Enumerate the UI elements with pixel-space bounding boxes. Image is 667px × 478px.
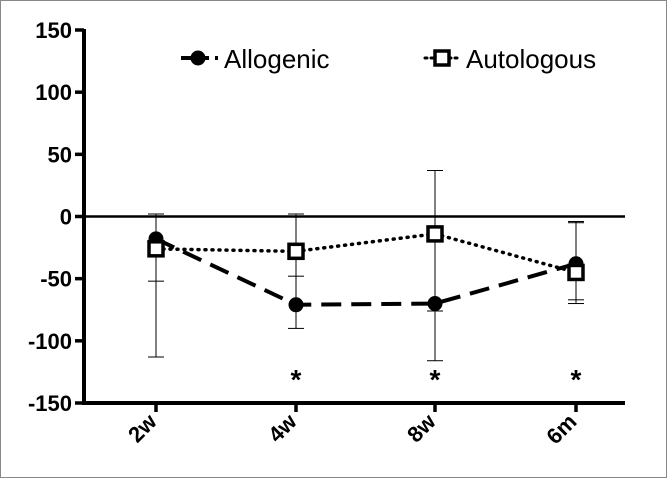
significance-markers: * * * bbox=[291, 364, 582, 395]
series-line-allogenic bbox=[155, 237, 577, 307]
y-tick-label: 100 bbox=[35, 80, 72, 105]
series-lines bbox=[154, 232, 578, 307]
significance-star: * bbox=[430, 364, 441, 395]
axes bbox=[82, 29, 625, 405]
legend-allogenic-marker bbox=[190, 50, 206, 66]
data-point-autologous bbox=[287, 242, 305, 261]
significance-star: * bbox=[571, 364, 582, 395]
data-point-allogenic bbox=[288, 297, 304, 313]
legend-allogenic-label: Allogenic bbox=[224, 44, 330, 74]
series-markers bbox=[147, 225, 585, 313]
y-tick-label: 50 bbox=[48, 142, 72, 167]
x-tick-label: 6m bbox=[541, 409, 581, 449]
y-tick-label: 150 bbox=[35, 18, 72, 43]
legend-autologous-label: Autologous bbox=[466, 44, 596, 74]
series-line-autologous bbox=[154, 232, 578, 275]
y-tick-label: 0 bbox=[60, 205, 72, 230]
y-ticks: 150 100 50 0 -50 -100 -150 bbox=[28, 18, 84, 416]
x-tick-label: 4w bbox=[263, 408, 302, 447]
data-point-autologous bbox=[147, 240, 165, 258]
data-point-allogenic bbox=[427, 296, 443, 312]
legend-item-autologous: Autologous bbox=[423, 44, 596, 74]
y-tick-label: -50 bbox=[40, 267, 72, 292]
data-point-autologous bbox=[567, 263, 585, 282]
significance-star: * bbox=[291, 364, 302, 395]
x-tick-label: 8w bbox=[402, 408, 441, 447]
data-point-autologous bbox=[426, 225, 444, 243]
legend: Allogenic Autologous bbox=[181, 44, 596, 74]
y-tick-label: -150 bbox=[28, 391, 72, 416]
x-tick-label: 2w bbox=[123, 408, 162, 447]
legend-autologous-marker bbox=[433, 49, 451, 67]
y-tick-label: -100 bbox=[28, 329, 72, 354]
legend-item-allogenic: Allogenic bbox=[181, 44, 330, 74]
x-ticks: 2w 4w 8w 6m bbox=[123, 403, 582, 449]
